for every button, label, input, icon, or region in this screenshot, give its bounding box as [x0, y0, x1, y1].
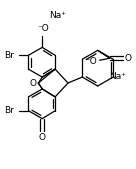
Text: ⁻O: ⁻O — [37, 24, 49, 33]
Text: Na⁺: Na⁺ — [109, 72, 126, 81]
Text: Na⁺: Na⁺ — [50, 11, 67, 20]
Text: O: O — [39, 133, 46, 142]
Text: Br: Br — [4, 106, 14, 115]
Text: ⁻O: ⁻O — [86, 57, 98, 66]
Text: O: O — [30, 79, 37, 88]
Text: O: O — [125, 54, 132, 63]
Text: Br: Br — [4, 51, 14, 60]
